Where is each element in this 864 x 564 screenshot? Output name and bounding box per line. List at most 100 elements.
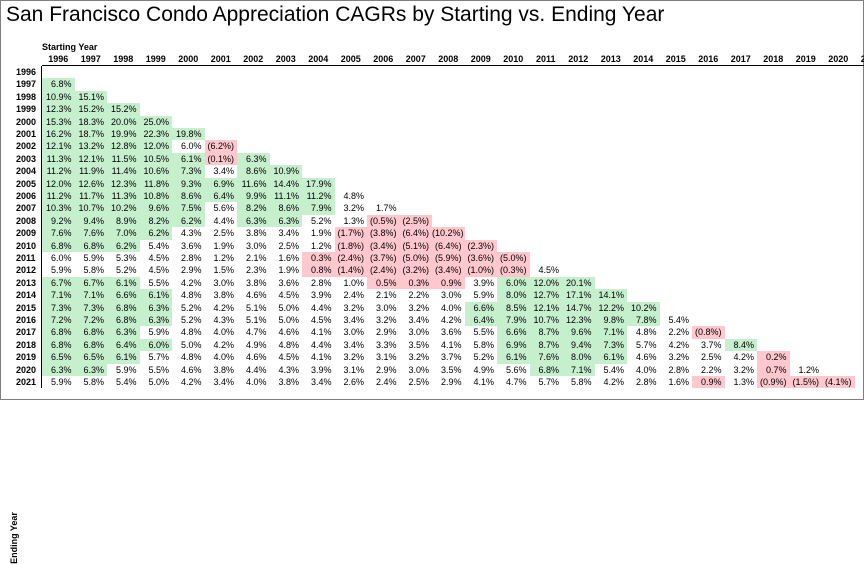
cagr-cell: 3.8% xyxy=(237,227,270,239)
cagr-cell: 3.2% xyxy=(400,302,433,314)
cagr-cell: 6.0% xyxy=(172,140,205,152)
cagr-cell: 7.2% xyxy=(42,314,75,326)
cagr-cell: 3.2% xyxy=(400,351,433,363)
cagr-cell: 12.8% xyxy=(107,140,140,152)
cagr-cell: 11.9% xyxy=(75,165,108,177)
row-header-2006: 2006 xyxy=(14,190,42,202)
cagr-cell: (2.4%) xyxy=(367,264,400,276)
cagr-cell: 7.3% xyxy=(75,302,108,314)
col-header-13: 2009 xyxy=(465,53,498,66)
col-header-14: 2010 xyxy=(497,53,530,66)
cagr-cell: 4.6% xyxy=(172,364,205,376)
cagr-cell: (1.8%) xyxy=(335,240,368,252)
cagr-cell: 2.5% xyxy=(205,227,238,239)
cagr-cell: 11.8% xyxy=(140,178,173,190)
cagr-cell: 6.3% xyxy=(237,153,270,165)
cagr-cell: 5.1% xyxy=(237,314,270,326)
cagr-cell: 1.9% xyxy=(205,240,238,252)
cagr-cell: 4.0% xyxy=(205,351,238,363)
cagr-cell: 12.3% xyxy=(107,178,140,190)
row-header-2016: 2016 xyxy=(14,314,42,326)
cagr-cell: 6.2% xyxy=(172,215,205,227)
cagr-cell: (4.1%) xyxy=(822,376,855,388)
cagr-cell: 13.2% xyxy=(75,140,108,152)
cagr-cell: (0.9%) xyxy=(757,376,790,388)
cagr-cell: 9.6% xyxy=(140,202,173,214)
cagr-cell: 3.4% xyxy=(400,314,433,326)
cagr-cell: 5.8% xyxy=(75,376,108,388)
cagr-cell: 3.2% xyxy=(660,351,693,363)
cagr-cell: 6.1% xyxy=(172,153,205,165)
cagr-cell: (0.5%) xyxy=(367,215,400,227)
cagr-cell: (1.7%) xyxy=(335,227,368,239)
cagr-cell: 4.6% xyxy=(270,326,303,338)
cagr-cell: 6.1% xyxy=(497,351,530,363)
row-header-2007: 2007 xyxy=(14,202,42,214)
row-header-1998: 1998 xyxy=(14,91,42,103)
cagr-cell: 6.3% xyxy=(237,215,270,227)
cagr-cell: 12.0% xyxy=(42,178,75,190)
cagr-cell: 15.2% xyxy=(107,103,140,115)
cagr-cell: 7.9% xyxy=(302,202,335,214)
cagr-cell: 4.8% xyxy=(172,326,205,338)
cagr-cell: 2.8% xyxy=(660,364,693,376)
cagr-cell: 12.3% xyxy=(42,103,75,115)
cagr-cell: 3.9% xyxy=(302,289,335,301)
cagr-cell: 5.8% xyxy=(75,264,108,276)
cagr-cell: 8.7% xyxy=(530,339,563,351)
cagr-cell: 6.6% xyxy=(465,302,498,314)
cagr-cell: 8.0% xyxy=(497,289,530,301)
cagr-cell: 6.3% xyxy=(140,302,173,314)
cagr-cell: 11.4% xyxy=(107,165,140,177)
row-header-1997: 1997 xyxy=(14,78,42,90)
cagr-cell: 8.0% xyxy=(562,351,595,363)
cagr-cell: 10.2% xyxy=(107,202,140,214)
cagr-cell: 19.8% xyxy=(172,128,205,140)
cagr-cell: 3.1% xyxy=(367,351,400,363)
cagr-cell: (6.4%) xyxy=(432,240,465,252)
col-header-2: 1998 xyxy=(107,53,140,66)
cagr-cell: 1.0% xyxy=(335,277,368,289)
cagr-cell: 6.8% xyxy=(75,326,108,338)
cagr-cell: 6.9% xyxy=(497,339,530,351)
cagr-cell: 11.2% xyxy=(42,190,75,202)
cagr-cell: 12.0% xyxy=(530,277,563,289)
cagr-cell: 4.8% xyxy=(270,339,303,351)
y-axis-label: Ending Year xyxy=(9,512,19,564)
cagr-cell: 1.2% xyxy=(205,252,238,264)
cagr-cell: 8.7% xyxy=(530,326,563,338)
cagr-cell: 2.6% xyxy=(335,376,368,388)
cagr-cell: 12.7% xyxy=(530,289,563,301)
cagr-cell: (5.9%) xyxy=(432,252,465,264)
cagr-cell: 4.5% xyxy=(530,264,563,276)
cagr-cell: 4.6% xyxy=(237,351,270,363)
cagr-cell: 3.2% xyxy=(335,202,368,214)
cagr-cell: 7.6% xyxy=(42,227,75,239)
cagr-cell: (0.3%) xyxy=(497,264,530,276)
cagr-cell: 2.2% xyxy=(400,289,433,301)
cagr-cell: 12.0% xyxy=(140,140,173,152)
cagr-cell: (2.5%) xyxy=(400,215,433,227)
col-header-1: 1997 xyxy=(75,53,108,66)
row-header-2014: 2014 xyxy=(14,289,42,301)
col-header-15: 2011 xyxy=(530,53,563,66)
cagr-cell: 6.4% xyxy=(465,314,498,326)
cagr-cell: 4.3% xyxy=(270,364,303,376)
cagr-cell: 5.0% xyxy=(172,339,205,351)
cagr-cell: 6.8% xyxy=(42,240,75,252)
cagr-cell: 4.5% xyxy=(270,351,303,363)
row-header-2020: 2020 xyxy=(14,364,42,376)
cagr-cell: 16.2% xyxy=(42,128,75,140)
cagr-cell: (3.8%) xyxy=(367,227,400,239)
cagr-cell: 0.3% xyxy=(400,277,433,289)
cagr-cell: 3.0% xyxy=(432,289,465,301)
cagr-cell: 1.7% xyxy=(367,202,400,214)
cagr-cell: 5.8% xyxy=(562,376,595,388)
cagr-cell: 3.8% xyxy=(270,376,303,388)
cagr-cell: 8.6% xyxy=(270,202,303,214)
cagr-cell: 4.0% xyxy=(237,376,270,388)
cagr-cell: 8.5% xyxy=(497,302,530,314)
cagr-cell: 4.2% xyxy=(205,302,238,314)
cagr-cell: 4.4% xyxy=(237,364,270,376)
cagr-cell: 0.5% xyxy=(367,277,400,289)
